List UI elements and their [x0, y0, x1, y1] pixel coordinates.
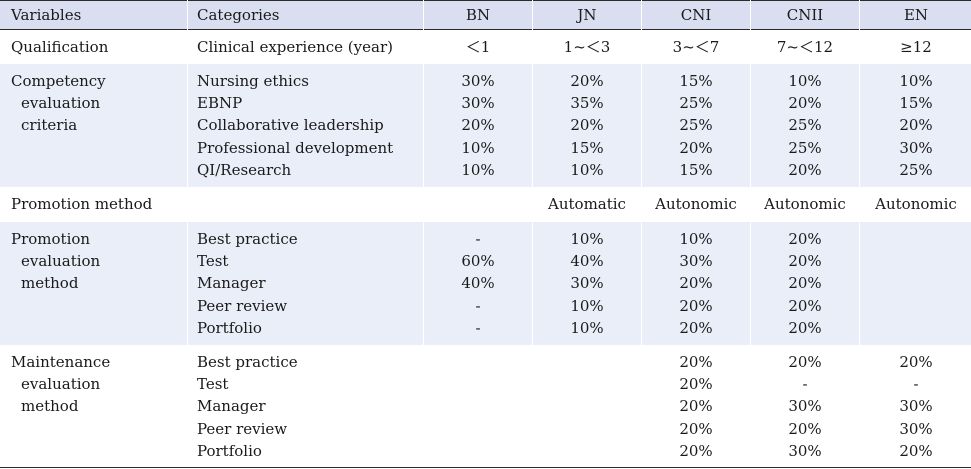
promotion-eval-column-cni: 10% 30% 20% 20% 20% — [679, 230, 713, 337]
header-level-bn: BN — [465, 6, 491, 24]
maintenance-eval-categories: Best practice Test Manager Peer review P… — [197, 353, 298, 460]
promotion-eval-column-jn: 10% 40% 30% 10% 10% — [570, 230, 604, 337]
competency-categories: Nursing ethics EBNP Collaborative leader… — [197, 72, 394, 179]
competency-column-en: 10% 15% 20% 30% 25% — [899, 72, 933, 179]
qualification-value-cni: 3~＜7 — [672, 38, 720, 56]
maintenance-eval-column-cni: 20% 20% 20% 20% 20% — [679, 353, 713, 460]
column-divider — [859, 0, 860, 469]
promotion-eval-column-bn: - 60% 40% - - — [461, 230, 495, 337]
header-categories: Categories — [197, 6, 280, 24]
table-header-row: Variables Categories BN JN CNI CNII EN — [0, 0, 971, 30]
promotion-eval-categories: Best practice Test Manager Peer review P… — [197, 230, 298, 337]
maintenance-eval-label: Maintenance evaluation method — [11, 353, 111, 416]
qualification-value-en: ≥12 — [900, 38, 932, 56]
header-level-cnii: CNII — [786, 6, 824, 24]
table-row-maintenance-evaluation: Maintenance evaluation method Best pract… — [0, 345, 971, 467]
maintenance-eval-column-bn — [428, 351, 528, 462]
table-row-competency: Competency evaluation criteria Nursing e… — [0, 64, 971, 187]
header-variables: Variables — [11, 6, 82, 24]
header-level-jn: JN — [577, 6, 597, 24]
competency-label: Competency evaluation criteria — [11, 72, 106, 135]
competency-column-cnii: 10% 20% 25% 25% 20% — [788, 72, 822, 179]
column-divider — [641, 0, 642, 469]
maintenance-eval-column-cnii: 20% - 30% 20% 30% — [788, 353, 822, 460]
header-level-en: EN — [903, 6, 929, 24]
promotion-method-en: Autonomic — [875, 195, 957, 213]
promotion-method-bn — [428, 193, 528, 215]
column-divider — [187, 0, 188, 469]
promotion-method-jn: Automatic — [548, 195, 626, 213]
qualification-value-jn: 1~＜3 — [563, 38, 611, 56]
column-divider — [532, 0, 533, 469]
column-divider — [423, 0, 424, 469]
competency-column-bn: 30% 30% 20% 10% 10% — [461, 72, 495, 179]
promotion-method-label: Promotion method — [11, 195, 153, 213]
maintenance-eval-column-en: 20% - 30% 30% 20% — [899, 353, 933, 460]
table-row-promotion-evaluation: Promotion evaluation method Best practic… — [0, 222, 971, 345]
table-row-qualification: Qualification Clinical experience (year)… — [0, 31, 971, 64]
qualification-value-cnii: 7~＜12 — [776, 38, 834, 56]
qualification-category: Clinical experience (year) — [197, 38, 393, 56]
competency-column-cni: 15% 25% 25% 20% 15% — [679, 72, 713, 179]
promotion-eval-column-cnii: 20% 20% 20% 20% 20% — [788, 230, 822, 337]
header-level-cni: CNI — [680, 6, 712, 24]
promotion-method-cnii: Autonomic — [764, 195, 846, 213]
qualification-value-bn: ＜1 — [465, 38, 491, 56]
qualification-label: Qualification — [11, 38, 109, 56]
column-divider — [750, 0, 751, 469]
table-row-promotion-method: Promotion method Automatic Autonomic Aut… — [0, 187, 971, 222]
competency-column-jn: 20% 35% 20% 15% 10% — [570, 72, 604, 179]
table-bottom-rule — [0, 467, 971, 468]
promotion-eval-label: Promotion evaluation method — [11, 230, 101, 293]
promotion-eval-column-en — [864, 228, 968, 339]
promotion-method-cni: Autonomic — [655, 195, 737, 213]
maintenance-eval-column-jn — [537, 351, 637, 462]
